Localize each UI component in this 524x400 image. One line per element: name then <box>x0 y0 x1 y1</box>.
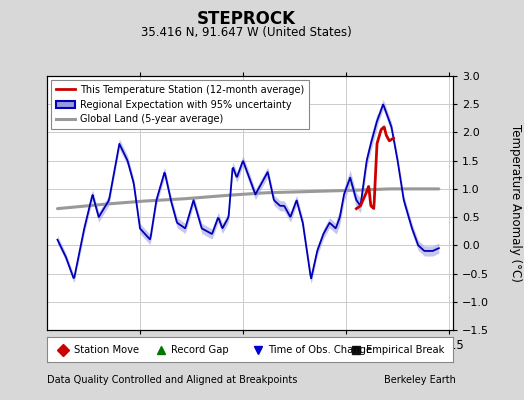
Text: Station Move: Station Move <box>73 344 139 354</box>
Text: 35.416 N, 91.647 W (United States): 35.416 N, 91.647 W (United States) <box>141 26 352 39</box>
Text: Berkeley Earth: Berkeley Earth <box>384 375 456 385</box>
Text: Data Quality Controlled and Aligned at Breakpoints: Data Quality Controlled and Aligned at B… <box>47 375 298 385</box>
Legend: This Temperature Station (12-month average), Regional Expectation with 95% uncer: This Temperature Station (12-month avera… <box>51 80 309 129</box>
Text: Time of Obs. Change: Time of Obs. Change <box>268 344 373 354</box>
Text: Empirical Break: Empirical Break <box>366 344 444 354</box>
Text: Record Gap: Record Gap <box>171 344 228 354</box>
Text: STEPROCK: STEPROCK <box>197 10 296 28</box>
Y-axis label: Temperature Anomaly (°C): Temperature Anomaly (°C) <box>509 124 522 282</box>
